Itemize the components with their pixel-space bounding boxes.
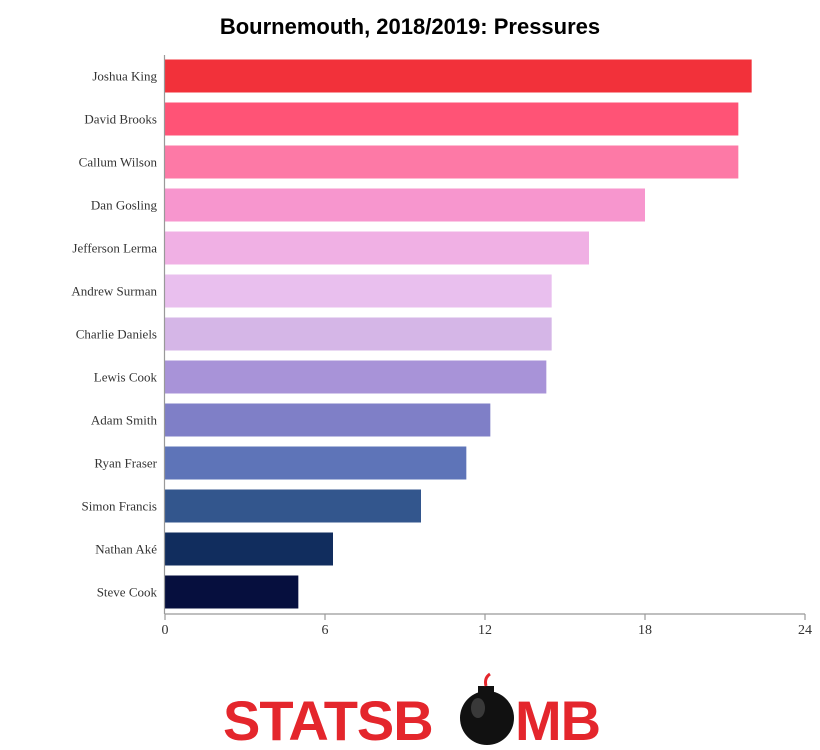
bar-8 — [165, 403, 491, 437]
x-tick-label: 24 — [798, 623, 812, 638]
category-label: Charlie Daniels — [76, 327, 157, 342]
category-label: Dan Gosling — [91, 198, 158, 213]
x-tick-label: 0 — [162, 623, 169, 638]
logo-text-right: MB — [515, 689, 600, 750]
bar-2 — [165, 145, 739, 179]
bar-3 — [165, 188, 645, 222]
bomb-icon — [460, 672, 514, 745]
x-tick-label: 12 — [478, 623, 492, 638]
category-label: Callum Wilson — [79, 155, 158, 170]
bar-10 — [165, 489, 421, 523]
x-tick-label: 6 — [322, 623, 329, 638]
bar-5 — [165, 274, 552, 308]
category-label: David Brooks — [84, 112, 157, 127]
category-label: Joshua King — [92, 69, 157, 84]
category-label: Simon Francis — [82, 499, 157, 514]
bar-6 — [165, 317, 552, 351]
bar-9 — [165, 446, 467, 480]
category-label: Ryan Fraser — [94, 456, 157, 471]
bar-0 — [165, 59, 752, 93]
bar-1 — [165, 102, 739, 136]
x-tick-label: 18 — [638, 623, 652, 638]
bar-12 — [165, 575, 299, 609]
category-label: Lewis Cook — [94, 370, 158, 385]
bar-11 — [165, 532, 333, 566]
bar-7 — [165, 360, 547, 394]
logo-text-left: STATSB — [223, 689, 433, 750]
category-label: Adam Smith — [91, 413, 158, 428]
chart-title: Bournemouth, 2018/2019: Pressures — [220, 14, 600, 39]
category-label: Andrew Surman — [71, 284, 157, 299]
bar-4 — [165, 231, 589, 265]
category-labels: Joshua King David Brooks Callum Wilson Dan … — [71, 69, 157, 600]
x-axis: 0 6 12 18 24 — [162, 55, 812, 638]
category-label: Jefferson Lerma — [72, 241, 157, 256]
statsbomb-logo: STATSB MB — [223, 672, 601, 750]
category-label: Steve Cook — [97, 585, 158, 600]
bars-group — [165, 59, 752, 609]
category-label: Nathan Aké — [95, 542, 157, 557]
